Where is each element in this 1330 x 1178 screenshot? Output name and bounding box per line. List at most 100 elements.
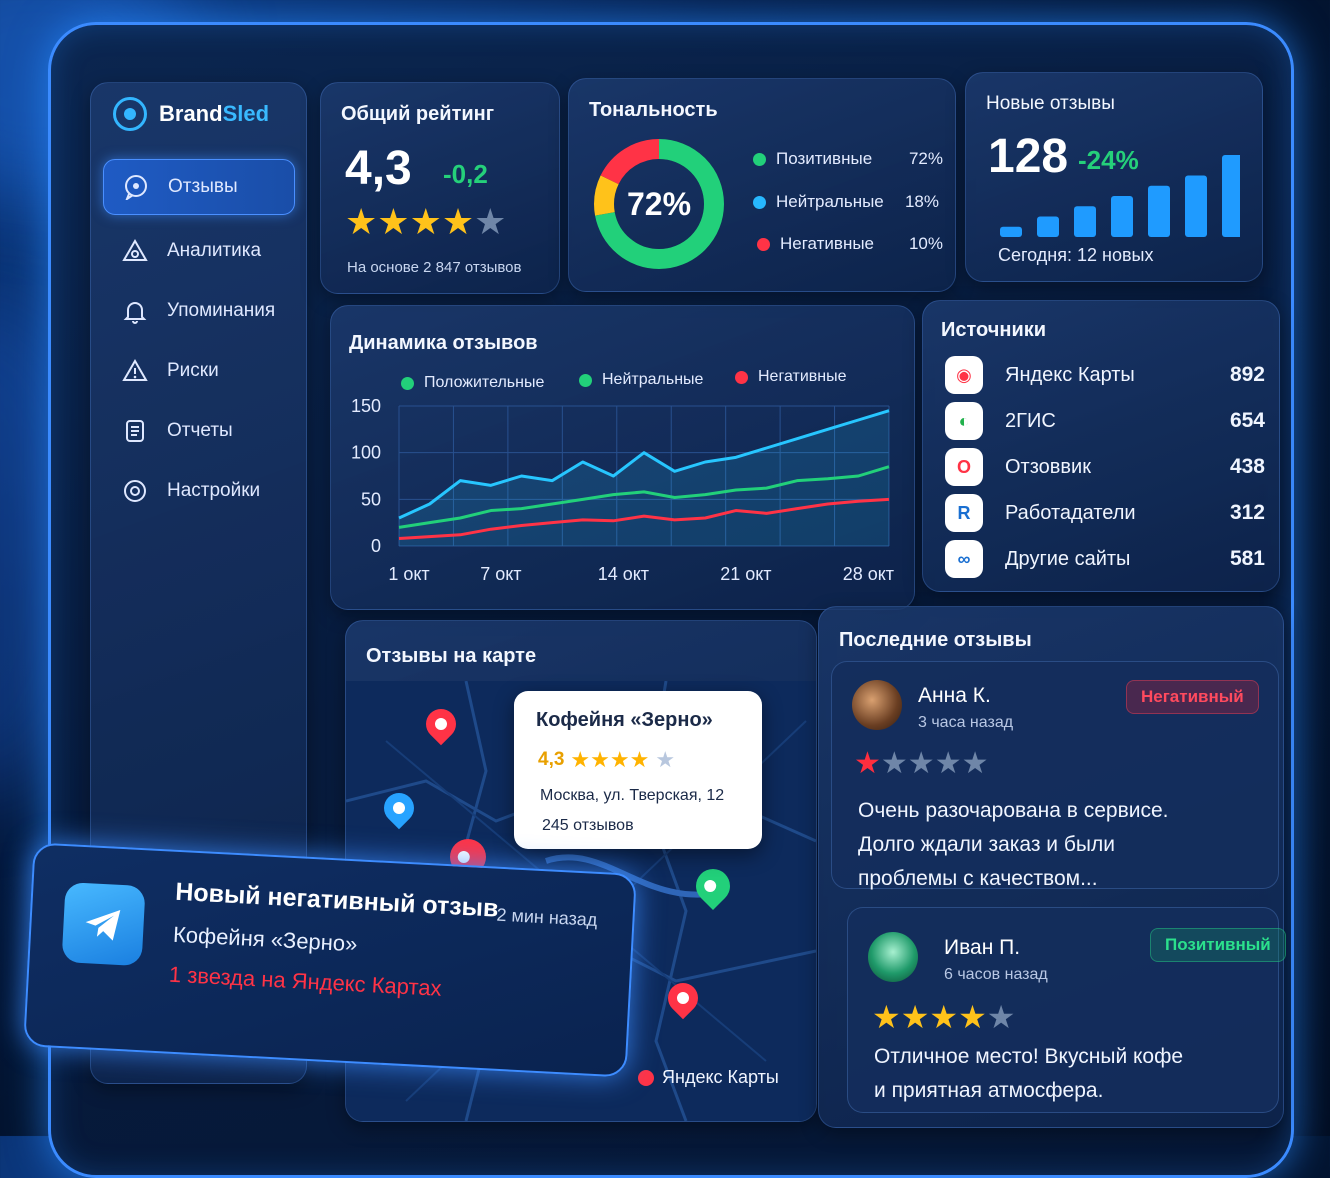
popup-title: Кофейня «Зерно» (536, 709, 713, 731)
rating-delta: -0,2 (443, 159, 488, 189)
new-reviews-bar (1222, 155, 1240, 237)
map-popup[interactable]: Кофейня «Зерно» 4,3 ★★★★ ★ Москва, ул. Тв… (514, 691, 762, 849)
y-tick-label: 150 (351, 396, 381, 416)
star-icon: ★★★★ (872, 999, 987, 1035)
new-reviews-card: Новые отзывы 128 -24% Сегодня: 12 новых (965, 72, 1263, 282)
x-tick-label: 28 окт (843, 564, 894, 584)
star-icon: ★ (655, 747, 676, 772)
review-text-line: Долго ждали заказ и были (858, 833, 1115, 856)
source-value: 654 (1229, 409, 1265, 432)
review-stars: ★★★★★ (872, 998, 1015, 1036)
brand-name-accent: Sled (222, 101, 270, 126)
source-row-other[interactable]: ∞ Другие сайты 581 (945, 537, 1265, 581)
star-icon: ★ (986, 999, 1016, 1035)
legend-dot (401, 376, 414, 390)
x-tick-label: 7 окт (480, 564, 521, 584)
avatar (852, 680, 902, 730)
legend-positive: Положительные (401, 374, 544, 392)
popup-rating-value: 4,3 (538, 749, 565, 770)
tone-card: Тональность 72% Позитивные 72% Нейтральн… (568, 78, 956, 292)
source-row-otzovik[interactable]: O Отзоввик 438 (945, 445, 1265, 489)
rating-basis: На основе 2 847 отзывов (347, 259, 522, 276)
rating-stars: ★★★★★ (345, 201, 506, 243)
rating-card: Общий рейтинг 4,3 -0,2 ★★★★★ На основе 2… (320, 82, 560, 294)
legend-neutral: Нейтральные (579, 371, 703, 389)
legend-label: Негативные (758, 368, 847, 385)
series-line (398, 409, 890, 520)
new-reviews-bar (1037, 216, 1059, 237)
review-text-line: Очень разочарована в сервисе. (858, 799, 1169, 822)
new-reviews-today: Сегодня: 12 новых (998, 245, 1154, 265)
card-title: Тональность (589, 99, 718, 121)
legend-dot (753, 152, 766, 166)
notification-toast[interactable]: Новый негативный отзыв 2 мин назад Кофей… (23, 842, 637, 1078)
telegram-icon (61, 882, 146, 967)
sidebar-item-analytics[interactable]: Аналитика (103, 223, 295, 279)
new-reviews-bar (1074, 206, 1096, 237)
source-value: 312 (1229, 501, 1265, 524)
card-title: Общий рейтинг (341, 103, 495, 125)
review-text: Очень разочарована в сервисе. Долго ждал… (858, 794, 1169, 896)
2gis-icon: ◐ (945, 402, 983, 440)
source-row-employers[interactable]: R Работадатели 312 (945, 491, 1265, 535)
tone-value: 10% (908, 234, 943, 253)
map-source-label: Яндекс Карты (638, 1067, 779, 1088)
x-tick-label: 21 окт (720, 564, 771, 584)
notification-place: Кофейня «Зерно» (172, 921, 359, 957)
brand[interactable]: BrandSled (113, 97, 269, 131)
sidebar-item-label: Настройки (167, 480, 261, 501)
review-text-line: Отличное место! Вкусный кофе (874, 1045, 1184, 1068)
legend-label: Положительные (424, 374, 545, 391)
donut-negative (594, 139, 724, 269)
card-title: Динамика отзывов (349, 332, 538, 354)
tone-row-positive: Позитивные 72% (753, 149, 943, 169)
source-row-2gis[interactable]: ◐ 2ГИС 654 (945, 399, 1265, 443)
source-name: 2ГИС (1005, 409, 1056, 432)
donut-mid (594, 139, 724, 269)
otzovik-icon: O (945, 448, 983, 486)
tone-label: Позитивные (776, 149, 873, 168)
star-icon: ★ (854, 747, 881, 780)
star-icon: ★★★★ (570, 747, 650, 772)
source-value: 581 (1229, 547, 1265, 570)
review-card[interactable]: Иван П. 6 часов назад Позитивный ★★★★★ О… (847, 907, 1286, 1113)
series-line (398, 465, 890, 529)
review-text: Отличное место! Вкусный кофе и приятная … (874, 1040, 1183, 1108)
legend-dot (753, 195, 766, 209)
gear-icon (121, 477, 149, 505)
sidebar-item-label: Отзывы (168, 176, 238, 197)
new-reviews-value: 128 (988, 130, 1069, 183)
review-card[interactable]: Анна К. 3 часа назад Негативный ★★★★★ Оч… (831, 661, 1279, 890)
review-time: 6 часов назад (944, 966, 1048, 983)
star-icon: ★ (441, 201, 475, 242)
new-reviews-bar (1111, 196, 1133, 237)
source-row-yandex[interactable]: ◉ Яндекс Карты 892 (945, 353, 1265, 397)
legend-dot (757, 237, 770, 251)
new-reviews-bar (1000, 226, 1022, 237)
sidebar-item-label: Аналитика (167, 240, 262, 261)
review-stars: ★★★★★ (854, 746, 988, 781)
sidebar-item-mentions[interactable]: Упоминания (103, 283, 295, 339)
tone-row-neutral: Нейтральные 18% (753, 192, 939, 212)
sidebar-item-label: Отчеты (167, 420, 233, 441)
chat-icon (122, 173, 150, 201)
review-text-line: проблемы с качеством... (858, 867, 1098, 890)
notification-time: 2 мин назад (496, 904, 598, 930)
dynamics-card: Динамика отзывов Положительные Нейтральн… (330, 305, 915, 610)
star-icon: ★ (345, 201, 378, 242)
new-reviews-delta: -24% (1078, 145, 1139, 175)
notification-detail: 1 звезда на Яндекс Картах (168, 961, 443, 1001)
brand-logo-icon (113, 97, 147, 131)
new-reviews-bar (1185, 175, 1207, 237)
other-sites-icon: ∞ (945, 540, 983, 578)
sidebar-item-settings[interactable]: Настройки (103, 463, 295, 519)
x-tick-label: 1 окт (388, 564, 429, 584)
legend-dot (579, 373, 592, 387)
legend-negative: Негативные (735, 368, 846, 386)
card-title: Последние отзывы (839, 629, 1032, 651)
star-icon: ★ (377, 201, 410, 242)
sidebar-item-risks[interactable]: Риски (103, 343, 295, 399)
yandex-pin-icon (638, 1069, 654, 1086)
sidebar-item-reviews[interactable]: Отзывы (103, 159, 295, 215)
sidebar-item-reports[interactable]: Отчеты (103, 403, 295, 459)
